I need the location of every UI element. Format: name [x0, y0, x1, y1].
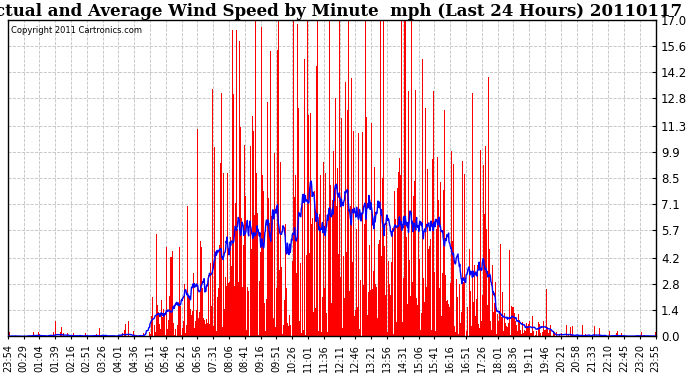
Text: Copyright 2011 Cartronics.com: Copyright 2011 Cartronics.com: [11, 26, 142, 35]
Title: Actual and Average Wind Speed by Minute  mph (Last 24 Hours) 20110117: Actual and Average Wind Speed by Minute …: [0, 3, 682, 20]
